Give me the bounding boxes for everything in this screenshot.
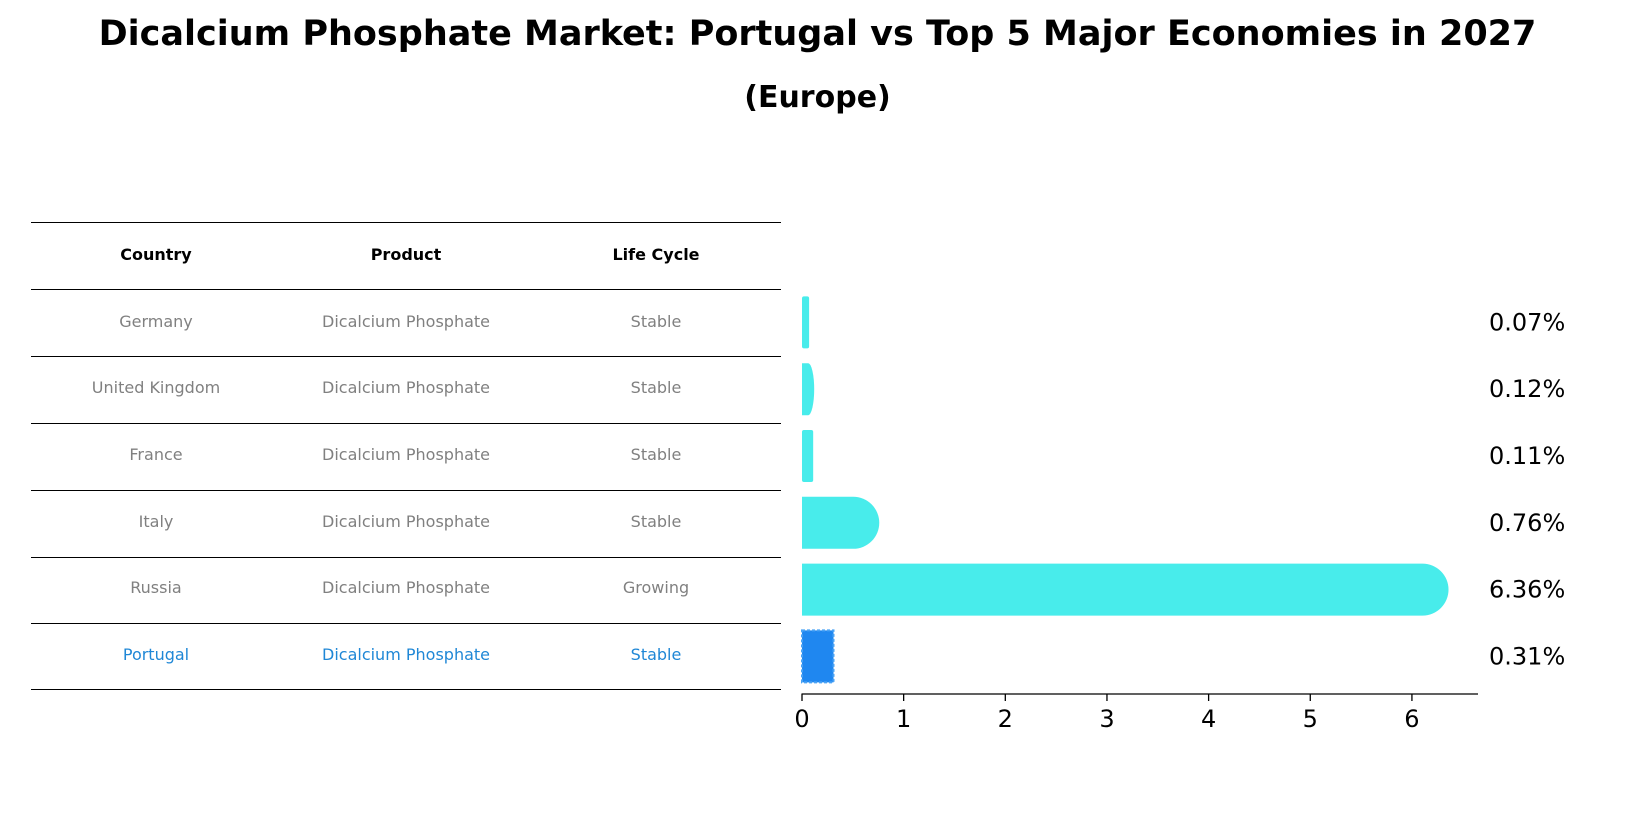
row-italy-life-cycle: Stable (630, 512, 682, 531)
bar-united-kingdom (802, 363, 815, 416)
table-rule (31, 689, 781, 690)
row-uk-country: United Kingdom (91, 378, 221, 397)
chart-subtitle: (Europe) (744, 80, 891, 115)
x-tick-label: 2 (998, 705, 1013, 733)
table-rule (31, 623, 781, 624)
header-country: Country (120, 245, 192, 264)
x-tick-label: 5 (1303, 705, 1318, 733)
row-germany-product: Dicalcium Phosphate (322, 312, 490, 331)
table-rule (31, 222, 781, 223)
row-germany-life-cycle: Stable (630, 312, 682, 331)
value-label-portugal: 0.31% (1489, 642, 1565, 670)
value-label-russia: 6.36% (1489, 576, 1565, 604)
x-tick-label: 3 (1099, 705, 1114, 733)
value-label-united-kingdom: 0.12% (1489, 375, 1565, 403)
header-product: Product (370, 245, 442, 264)
row-uk-product: Dicalcium Phosphate (322, 378, 490, 397)
row-russia-life-cycle: Growing (622, 578, 690, 597)
value-label-italy: 0.76% (1489, 509, 1565, 537)
row-portugal-product: Dicalcium Phosphate (322, 645, 490, 664)
bar-russia (802, 563, 1449, 616)
row-russia-product: Dicalcium Phosphate (322, 578, 490, 597)
row-portugal-life-cycle: Stable (630, 645, 682, 664)
row-italy-product: Dicalcium Phosphate (322, 512, 490, 531)
row-france-life-cycle: Stable (630, 445, 682, 464)
row-france-product: Dicalcium Phosphate (322, 445, 490, 464)
row-italy-country: Italy (138, 512, 174, 531)
table-rule (31, 289, 781, 290)
row-uk-life-cycle: Stable (630, 378, 682, 397)
row-russia-country: Russia (130, 578, 182, 597)
value-label-germany: 0.07% (1489, 308, 1565, 336)
table-rule (31, 557, 781, 558)
row-france-country: France (129, 445, 183, 464)
x-tick-label: 1 (896, 705, 911, 733)
bar-italy (802, 496, 880, 549)
x-tick-label: 6 (1404, 705, 1419, 733)
table-rule (31, 490, 781, 491)
header-life-cycle: Life Cycle (612, 245, 700, 264)
table-rule (31, 423, 781, 424)
x-tick-label: 0 (794, 705, 809, 733)
x-axis: 0 1 2 3 4 5 6 (794, 693, 1478, 733)
table-rule (31, 356, 781, 357)
bar-portugal (801, 629, 835, 684)
value-label-france: 0.11% (1489, 442, 1565, 470)
value-labels-group: 0.07% 0.12% 0.11% 0.76% 6.36% 0.31% (1489, 308, 1565, 670)
x-tick-label: 4 (1201, 705, 1216, 733)
row-portugal-country: Portugal (122, 645, 190, 664)
bar-france (802, 430, 814, 482)
row-germany-country: Germany (119, 312, 193, 331)
bars-group (801, 296, 1449, 684)
chart-title: Dicalcium Phosphate Market: Portugal vs … (98, 14, 1537, 54)
bar-germany (802, 296, 810, 349)
